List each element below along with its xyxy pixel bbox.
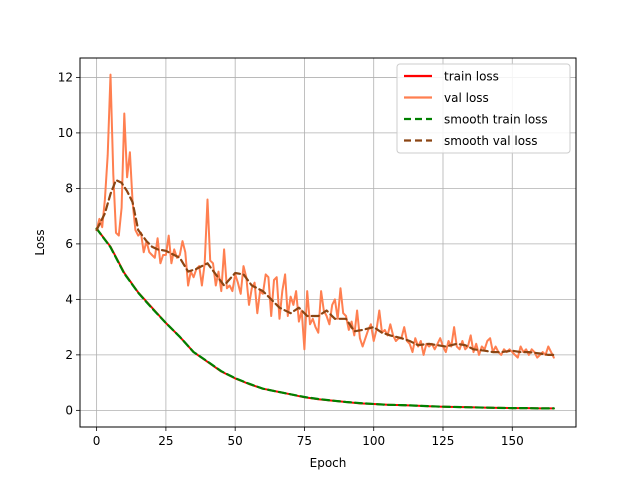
x-tick-label: 100 (362, 434, 385, 448)
x-tick-label: 75 (297, 434, 312, 448)
y-tick-label: 0 (65, 403, 73, 417)
y-tick-label: 2 (65, 348, 73, 362)
y-tick-label: 12 (58, 70, 73, 84)
legend-label-train-loss: train loss (444, 70, 499, 84)
x-tick-label: 25 (158, 434, 173, 448)
legend-box (396, 63, 571, 154)
smooth-val-loss-line (95, 179, 555, 356)
series-layer (95, 73, 555, 410)
y-tick-label: 6 (65, 237, 73, 251)
grid (80, 58, 576, 427)
x-tick-label: 125 (432, 434, 455, 448)
y-tick-label: 4 (65, 292, 73, 306)
legend-label-val-loss: val loss (444, 91, 489, 105)
legend-label-smooth-train-loss: smooth train loss (444, 113, 548, 127)
smooth-train-loss-line (95, 227, 555, 410)
legend-label-smooth-val-loss: smooth val loss (444, 134, 538, 148)
y-tick-label: 8 (65, 181, 73, 195)
x-tick-label: 150 (501, 434, 524, 448)
y-tick-label: 10 (58, 126, 73, 140)
ticks: 0 25 50 75 100 125 150 0 2 4 6 8 10 12 (58, 70, 524, 448)
y-axis-label: Loss (33, 229, 47, 255)
x-tick-label: 50 (228, 434, 243, 448)
x-tick-label: 0 (93, 434, 101, 448)
legend: train loss val loss smooth train loss smoot… (396, 63, 571, 154)
plot-frame (79, 57, 577, 428)
x-axis-label: Epoch (310, 456, 347, 470)
